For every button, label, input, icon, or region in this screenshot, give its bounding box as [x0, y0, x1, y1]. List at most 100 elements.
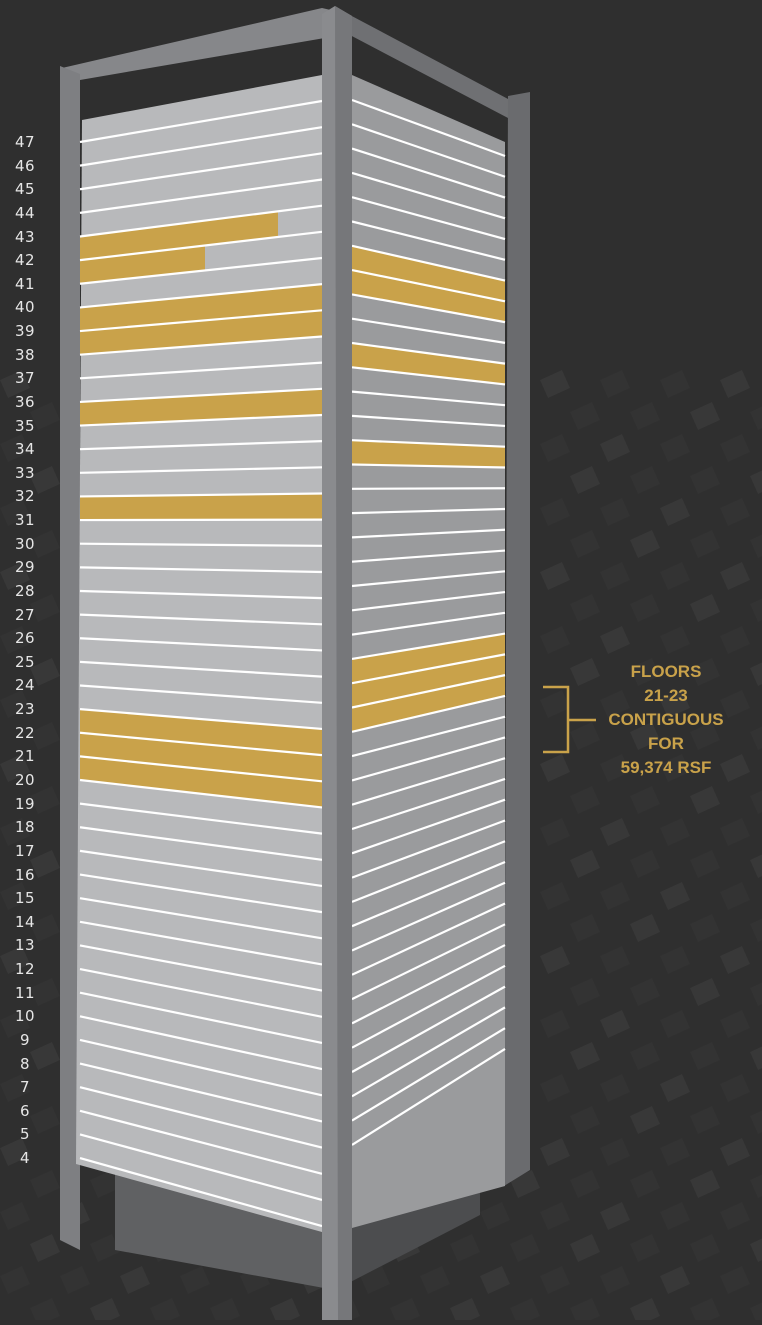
- texture-tile: [600, 946, 630, 974]
- frame-top-left-beam: [62, 8, 348, 80]
- texture-tile: [60, 1266, 90, 1294]
- texture-tile: [750, 978, 762, 1006]
- texture-tile: [630, 978, 660, 1006]
- texture-tile: [720, 1138, 750, 1166]
- floor-label: 5: [0, 1125, 50, 1143]
- texture-tile: [540, 818, 570, 846]
- texture-tile: [690, 850, 720, 878]
- texture-tile: [540, 882, 570, 910]
- floor-label: 44: [0, 204, 50, 222]
- texture-tile: [690, 1106, 720, 1134]
- texture-tile: [480, 1266, 510, 1294]
- texture-tile: [630, 1170, 660, 1198]
- texture-tile: [720, 882, 750, 910]
- texture-tile: [660, 1010, 690, 1038]
- texture-tile: [480, 1202, 510, 1230]
- texture-tile: [510, 1298, 540, 1320]
- floor-label: 6: [0, 1102, 50, 1120]
- floor-label: 33: [0, 464, 50, 482]
- texture-tile: [540, 370, 570, 398]
- floor-label: 9: [0, 1031, 50, 1049]
- texture-tile: [570, 1106, 600, 1134]
- texture-tile: [750, 722, 762, 750]
- texture-tile: [150, 1298, 180, 1320]
- texture-tile: [660, 946, 690, 974]
- texture-tile: [570, 594, 600, 622]
- floor-label: 29: [0, 558, 50, 576]
- texture-tile: [600, 562, 630, 590]
- texture-tile: [750, 530, 762, 558]
- texture-tile: [570, 850, 600, 878]
- floor-label: 22: [0, 724, 50, 742]
- floor-label: 43: [0, 228, 50, 246]
- texture-tile: [540, 626, 570, 654]
- floor-label: 19: [0, 795, 50, 813]
- texture-tile: [630, 786, 660, 814]
- texture-tile: [600, 370, 630, 398]
- callout-line-3: CONTIGUOUS: [596, 708, 736, 732]
- texture-tile: [690, 1170, 720, 1198]
- floor-label: 18: [0, 818, 50, 836]
- texture-tile: [570, 466, 600, 494]
- floor-label: 34: [0, 440, 50, 458]
- floor-label: 38: [0, 346, 50, 364]
- callout-line-5: 59,374 RSF: [596, 756, 736, 780]
- texture-tile: [660, 498, 690, 526]
- texture-tile: [570, 914, 600, 942]
- texture-tile: [750, 402, 762, 430]
- texture-tile: [720, 370, 750, 398]
- floor-label: 27: [0, 606, 50, 624]
- texture-tile: [630, 850, 660, 878]
- texture-tile: [690, 1042, 720, 1070]
- texture-tile: [540, 1010, 570, 1038]
- floor-label: 47: [0, 133, 50, 151]
- texture-tile: [750, 1298, 762, 1320]
- texture-tile: [120, 1266, 150, 1294]
- texture-tile: [660, 626, 690, 654]
- texture-tile: [630, 1106, 660, 1134]
- texture-tile: [630, 594, 660, 622]
- floor-label: 28: [0, 582, 50, 600]
- texture-tile: [570, 530, 600, 558]
- callout-text: FLOORS 21-23 CONTIGUOUS FOR 59,374 RSF: [596, 660, 736, 780]
- floor-label: 41: [0, 275, 50, 293]
- floor-label: 35: [0, 417, 50, 435]
- texture-tile: [540, 690, 570, 718]
- texture-tile: [690, 594, 720, 622]
- texture-tile: [690, 978, 720, 1006]
- texture-tile: [690, 530, 720, 558]
- texture-tile: [630, 1298, 660, 1320]
- texture-tile: [690, 1298, 720, 1320]
- texture-tile: [720, 1010, 750, 1038]
- floor-label: 4: [0, 1149, 50, 1167]
- texture-tile: [690, 402, 720, 430]
- floor-label: 46: [0, 157, 50, 175]
- texture-tile: [210, 1298, 240, 1320]
- texture-tile: [570, 786, 600, 814]
- texture-tile: [630, 1042, 660, 1070]
- floor-label: 25: [0, 653, 50, 671]
- texture-tile: [720, 1266, 750, 1294]
- texture-tile: [630, 914, 660, 942]
- texture-tile: [510, 1234, 540, 1262]
- floor-label: 16: [0, 866, 50, 884]
- texture-tile: [720, 498, 750, 526]
- frame-right-post: [504, 92, 530, 1186]
- texture-tile: [660, 882, 690, 910]
- texture-tile: [390, 1298, 420, 1320]
- texture-tile: [630, 530, 660, 558]
- texture-tile: [660, 562, 690, 590]
- floor-label: 10: [0, 1007, 50, 1025]
- texture-tile: [750, 1234, 762, 1262]
- texture-tile: [540, 1138, 570, 1166]
- texture-tile: [750, 594, 762, 622]
- floor-label: 42: [0, 251, 50, 269]
- floor-label: 13: [0, 936, 50, 954]
- texture-tile: [660, 1266, 690, 1294]
- texture-tile: [570, 1234, 600, 1262]
- texture-tile: [720, 626, 750, 654]
- texture-tile: [750, 658, 762, 686]
- floor-label: 12: [0, 960, 50, 978]
- floor-label: 7: [0, 1078, 50, 1096]
